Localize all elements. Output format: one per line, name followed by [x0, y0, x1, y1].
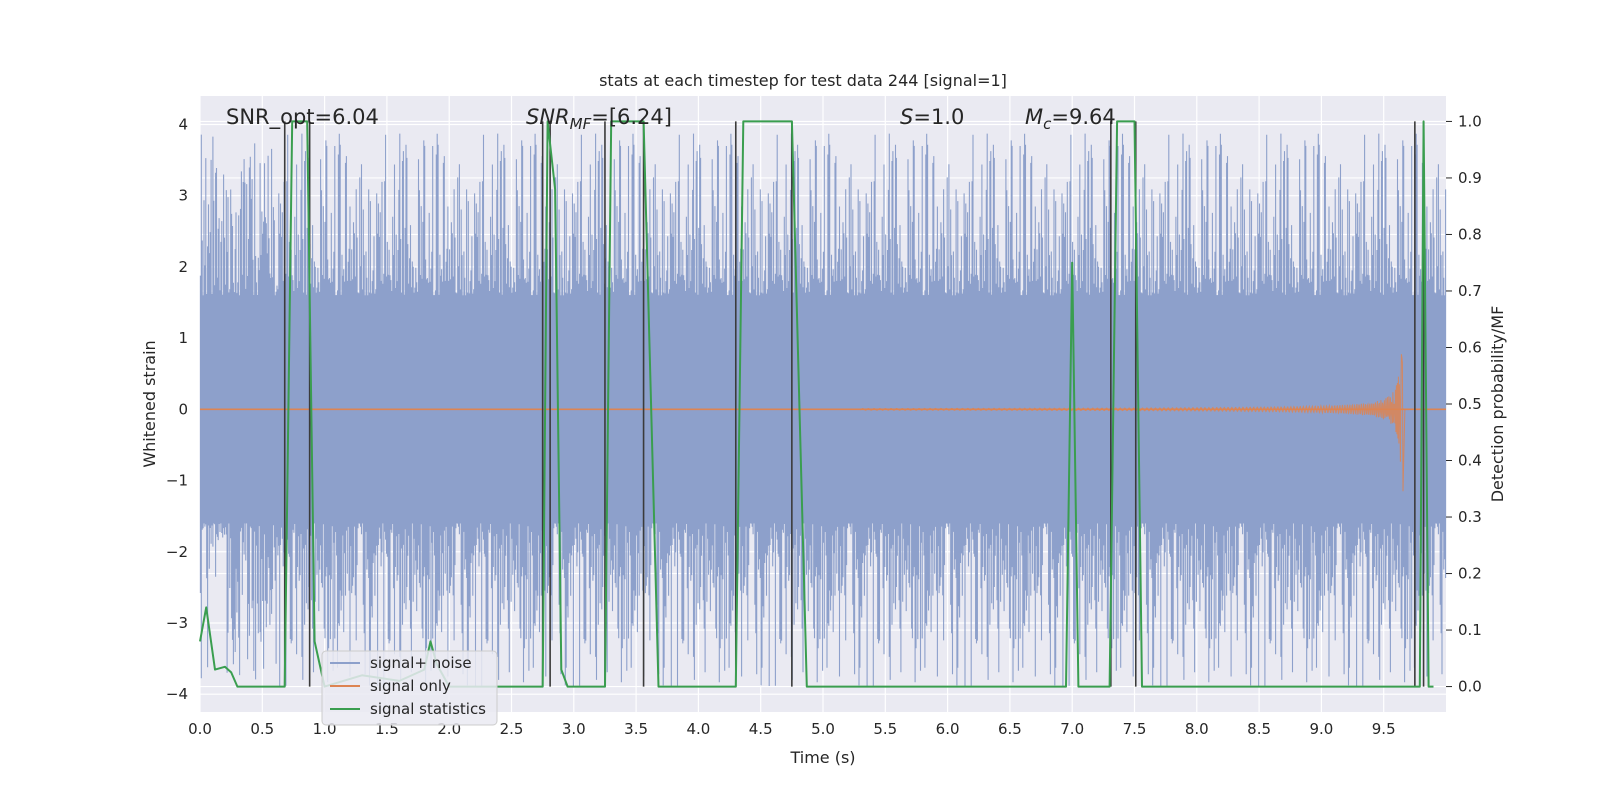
annotation-snr-mf: SNRMF=[6.24]	[526, 105, 672, 133]
y2-tick-label: 0.0	[1458, 678, 1482, 696]
x-tick-label: 6.0	[936, 720, 960, 738]
x-tick-label: 9.5	[1372, 720, 1396, 738]
noise-spikes	[199, 133, 1447, 686]
annotation-s: S=1.0	[900, 105, 964, 129]
x-tick-label: 8.0	[1185, 720, 1209, 738]
x-tick-label: 5.0	[811, 720, 835, 738]
legend-label-signal-only: signal only	[370, 677, 451, 695]
y2-tick-label: 0.6	[1458, 338, 1482, 356]
mc-value: =9.64	[1051, 105, 1115, 129]
x-tick-label: 0.0	[188, 720, 212, 738]
y-tick-label: 4	[178, 115, 188, 133]
x-axis-label: Time (s)	[789, 748, 855, 767]
series-signal-only	[200, 354, 1446, 492]
y-tick-label: −1	[166, 472, 188, 490]
snr-mf-sub: MF	[570, 115, 592, 133]
s-value: =1.0	[913, 105, 964, 129]
y-tick-label: 1	[178, 329, 188, 347]
y2-tick-label: 1.0	[1458, 112, 1482, 130]
y-tick-label: 2	[178, 258, 188, 276]
legend-label-signal-plus-noise: signal+ noise	[370, 654, 472, 672]
y2-tick-label: 0.7	[1458, 282, 1482, 300]
x-tick-label: 4.0	[686, 720, 710, 738]
annotation-snr-opt: SNR_opt=6.04	[226, 105, 379, 130]
snr-mf-base: SNR	[526, 105, 570, 129]
legend-box	[321, 650, 498, 726]
x-tick-label: 8.5	[1247, 720, 1271, 738]
s-symbol: S	[900, 105, 913, 129]
snr-mf-value: =[6.24]	[591, 105, 672, 129]
x-tick-label: 5.5	[873, 720, 897, 738]
y2-tick-label: 0.5	[1458, 395, 1482, 413]
y-tick-label: 0	[178, 400, 188, 418]
mc-sub: c	[1043, 115, 1052, 133]
signal-statistics-line	[199, 120, 1434, 688]
y-tick-label: −4	[166, 685, 188, 703]
x-tick-label: 2.5	[500, 720, 524, 738]
y2-tick-label: 0.9	[1458, 169, 1482, 187]
x-tick-label: 4.5	[749, 720, 773, 738]
mc-symbol: M	[1025, 105, 1043, 129]
y2-axis-label: Detection probability/MF	[1488, 306, 1507, 503]
y2-tick-label: 0.4	[1458, 452, 1482, 470]
y-axis-ticks: 4 3 2 1 0 −1 −2 −3 −4	[166, 115, 188, 703]
y-tick-label: 3	[178, 187, 188, 205]
y2-tick-label: 0.8	[1458, 225, 1482, 243]
y2-axis-ticks: 1.0 0.9 0.8 0.7 0.6 0.5 0.4 0.3 0.2 0.1 0.0	[1446, 112, 1482, 696]
y-tick-label: −3	[166, 614, 188, 632]
legend: signal+ noise signal only signal statist…	[321, 650, 498, 726]
x-tick-label: 3.0	[562, 720, 586, 738]
y2-tick-label: 0.2	[1458, 565, 1482, 583]
annotations: SNR_opt=6.04 SNRMF=[6.24] S=1.0 Mc=9.64	[226, 105, 1116, 133]
y2-tick-label: 0.1	[1458, 621, 1482, 639]
x-tick-label: 3.5	[624, 720, 648, 738]
x-tick-label: 7.0	[1060, 720, 1084, 738]
y-axis-label: Whitened strain	[140, 340, 159, 467]
legend-label-signal-statistics: signal statistics	[370, 700, 486, 718]
y-tick-label: −2	[166, 543, 188, 561]
series-signal-statistics	[199, 120, 1434, 688]
annotation-mc: Mc=9.64	[1025, 105, 1116, 133]
x-tick-label: 6.5	[998, 720, 1022, 738]
chart-title: stats at each timestep for test data 244…	[599, 71, 1007, 90]
signal-chirp	[860, 354, 1406, 492]
y2-tick-label: 0.3	[1458, 508, 1482, 526]
x-tick-label: 0.5	[250, 720, 274, 738]
x-tick-label: 9.0	[1309, 720, 1333, 738]
x-tick-label: 7.5	[1123, 720, 1147, 738]
